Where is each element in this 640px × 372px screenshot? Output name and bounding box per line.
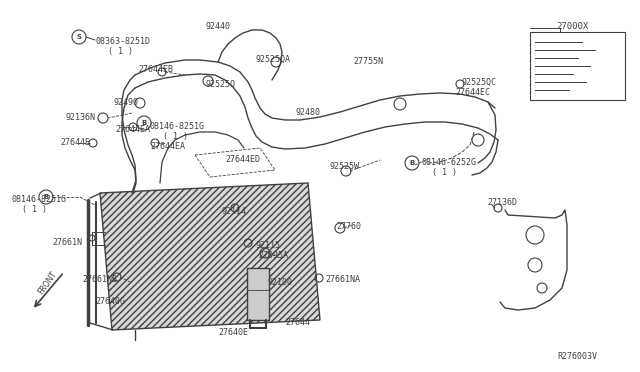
- Text: 27755N: 27755N: [353, 57, 383, 66]
- Text: 27644: 27644: [285, 318, 310, 327]
- Text: 27644EC: 27644EC: [455, 88, 490, 97]
- Text: 27661N: 27661N: [52, 238, 82, 247]
- Text: ( 1 ): ( 1 ): [108, 47, 133, 56]
- Text: ( 1 ): ( 1 ): [432, 168, 457, 177]
- Text: 08146-8251G: 08146-8251G: [12, 195, 67, 204]
- Text: 27661NB: 27661NB: [82, 275, 117, 284]
- Text: 92480: 92480: [295, 108, 320, 117]
- Text: 92490: 92490: [113, 98, 138, 107]
- Text: 27644EB: 27644EB: [138, 65, 173, 74]
- Text: 92136N: 92136N: [65, 113, 95, 122]
- Text: S: S: [77, 34, 81, 40]
- Text: B: B: [44, 194, 49, 200]
- Polygon shape: [100, 183, 320, 330]
- Text: 92114: 92114: [222, 207, 247, 216]
- Text: 92115: 92115: [255, 241, 280, 250]
- Bar: [530, 32, 625, 100]
- Text: B: B: [141, 120, 147, 126]
- Text: 08146-6252G: 08146-6252G: [422, 158, 477, 167]
- Text: FRONT: FRONT: [37, 270, 59, 296]
- Text: 27000X: 27000X: [556, 22, 588, 31]
- Text: 92525QC: 92525QC: [462, 78, 497, 87]
- Text: 27640G: 27640G: [95, 297, 125, 306]
- Text: 08146-8251G: 08146-8251G: [150, 122, 205, 131]
- Text: 92525Q: 92525Q: [205, 80, 235, 89]
- Text: 27760: 27760: [336, 222, 361, 231]
- Text: 27644EA: 27644EA: [115, 125, 150, 134]
- Text: 27644ED: 27644ED: [225, 155, 260, 164]
- Text: R276003V: R276003V: [557, 352, 597, 361]
- Text: 27661NA: 27661NA: [325, 275, 360, 284]
- Text: 92525QA: 92525QA: [256, 55, 291, 64]
- Text: 27095A: 27095A: [258, 251, 288, 260]
- Bar: [247, 268, 269, 320]
- Text: B: B: [410, 160, 415, 166]
- Text: 92440: 92440: [205, 22, 230, 31]
- Text: 27644EA: 27644EA: [150, 142, 185, 151]
- Text: 27644E: 27644E: [60, 138, 90, 147]
- Text: 08363-8251D: 08363-8251D: [96, 37, 151, 46]
- Text: ( 1 ): ( 1 ): [22, 205, 47, 214]
- Text: 27640E: 27640E: [218, 328, 248, 337]
- Text: 92100: 92100: [267, 278, 292, 287]
- Text: 27136D: 27136D: [487, 198, 517, 207]
- Text: ( 1 ): ( 1 ): [163, 132, 188, 141]
- Text: 92525W: 92525W: [330, 162, 360, 171]
